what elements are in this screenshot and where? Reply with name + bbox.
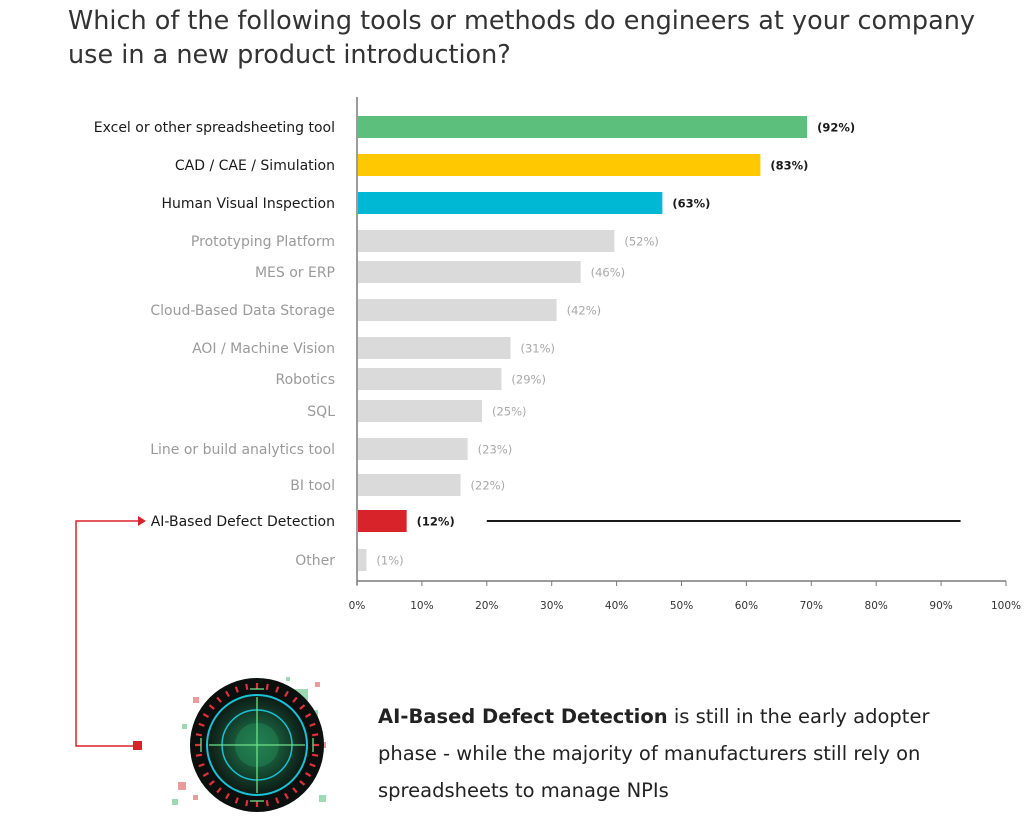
scope-tick [309, 763, 316, 768]
callout-connector [75, 516, 146, 750]
scope-tick [309, 722, 316, 727]
category-label: Robotics [276, 372, 336, 388]
bar [358, 261, 581, 283]
scope-tick [245, 683, 249, 691]
x-tick-label: 90% [929, 600, 952, 612]
scope-tick [304, 713, 312, 718]
connector-line [75, 520, 143, 747]
scope-tick [198, 722, 205, 727]
category-label: Human Visual Inspection [162, 196, 336, 212]
data-label: (52%) [624, 235, 659, 249]
data-label: (23%) [478, 443, 513, 457]
scope-tick [311, 733, 319, 737]
data-label: (12%) [417, 515, 455, 529]
data-label: (63%) [672, 197, 710, 211]
category-label: CAD / CAE / Simulation [175, 158, 335, 174]
connector-arrowhead-icon [138, 516, 146, 526]
bar-chart: 0% 10% 20% 30% 40% 50% 60% 70% 80% 90% 100% Excel o… [94, 97, 1021, 612]
bar [358, 549, 367, 571]
connector-end-square-icon [133, 741, 142, 750]
scope-tick [284, 792, 289, 800]
bar [358, 510, 407, 532]
data-label: (25%) [492, 405, 527, 419]
chart-title: Which of the following tools or methods … [68, 6, 975, 70]
category-label: AI-Based Defect Detection [151, 514, 335, 530]
data-label: (31%) [521, 342, 556, 356]
scope-tick [304, 772, 312, 777]
bar [358, 368, 502, 390]
scope-tick [216, 696, 222, 703]
category-label: MES or ERP [255, 265, 335, 281]
category-label: BI tool [290, 478, 335, 494]
scope-tick [299, 780, 306, 786]
scope-tick [292, 787, 298, 794]
scope-tick [216, 787, 222, 794]
scope-tick [202, 772, 210, 777]
bar [358, 337, 511, 359]
scope-tick [284, 690, 289, 698]
data-label: (22%) [471, 479, 506, 493]
scope-tick [225, 690, 230, 698]
scope-tick [208, 704, 215, 710]
scope-tick [198, 763, 205, 768]
radar-scope-icon [172, 677, 326, 812]
x-tick-label: 80% [865, 600, 888, 612]
category-label: SQL [307, 404, 335, 420]
callout-highlight: AI-Based Defect Detection [378, 705, 668, 728]
scope-tick [234, 797, 239, 804]
bar [358, 299, 557, 321]
x-tick-label: 50% [670, 600, 693, 612]
x-tick-label: 10% [410, 600, 433, 612]
scope-tick [265, 799, 269, 807]
callout-body: is still in the early adopter phase - wh… [378, 705, 930, 802]
x-tick-label: 60% [735, 600, 758, 612]
scope-tick [245, 799, 249, 807]
category-label: Excel or other spreadsheeting tool [94, 120, 335, 136]
x-tick-label: 30% [540, 600, 563, 612]
data-label: (29%) [511, 373, 546, 387]
bar [358, 474, 461, 496]
data-label: (42%) [567, 304, 602, 318]
x-tick-label: 100% [991, 600, 1021, 612]
scope-tick [299, 704, 306, 710]
x-tick-label: 20% [475, 600, 498, 612]
data-label: (83%) [770, 159, 808, 173]
bar [358, 154, 761, 176]
x-tick-label: 70% [800, 600, 823, 612]
data-label: (46%) [591, 266, 626, 280]
category-label: Line or build analytics tool [150, 442, 335, 458]
category-label: AOI / Machine Vision [192, 341, 335, 357]
scope-tick [202, 713, 210, 718]
scope-tick [208, 780, 215, 786]
category-label: Cloud-Based Data Storage [150, 303, 335, 319]
bar [358, 192, 663, 214]
scope-tick [292, 696, 298, 703]
scope-tick [225, 792, 230, 800]
callout-text: AI-Based Defect Detection is still in th… [378, 698, 938, 809]
bar [358, 438, 468, 460]
x-tick-label: 40% [605, 600, 628, 612]
scope-tick [195, 733, 203, 737]
scope-tick [234, 686, 239, 693]
scope-ticks-icon [195, 683, 319, 807]
scope-tick [265, 683, 269, 691]
bar [358, 400, 482, 422]
bar [358, 116, 808, 138]
x-tick-label: 0% [349, 600, 366, 612]
scope-tick [195, 753, 203, 757]
data-label: (92%) [817, 121, 855, 135]
scope-tick [275, 797, 280, 804]
scope-tick [311, 753, 319, 757]
category-label: Prototyping Platform [191, 234, 335, 250]
bar [358, 230, 615, 252]
data-label: (1%) [376, 554, 403, 568]
scope-tick [275, 686, 280, 693]
category-label: Other [295, 553, 335, 569]
